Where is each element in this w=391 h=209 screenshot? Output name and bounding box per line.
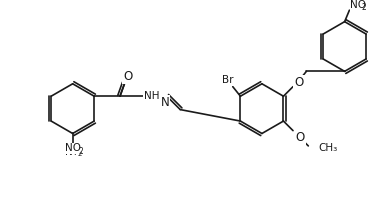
Text: NO: NO xyxy=(65,143,81,153)
Text: O: O xyxy=(294,76,303,89)
Text: Br: Br xyxy=(222,75,234,85)
Text: NH: NH xyxy=(144,91,159,101)
Text: NO: NO xyxy=(65,147,81,157)
Text: O: O xyxy=(295,131,304,144)
Text: NO: NO xyxy=(350,0,366,10)
Text: N: N xyxy=(161,96,169,109)
Text: 2: 2 xyxy=(362,3,367,12)
Text: 2: 2 xyxy=(77,150,82,157)
Text: CH₃: CH₃ xyxy=(319,143,338,153)
Text: O: O xyxy=(123,70,132,83)
Text: 2: 2 xyxy=(79,147,84,156)
